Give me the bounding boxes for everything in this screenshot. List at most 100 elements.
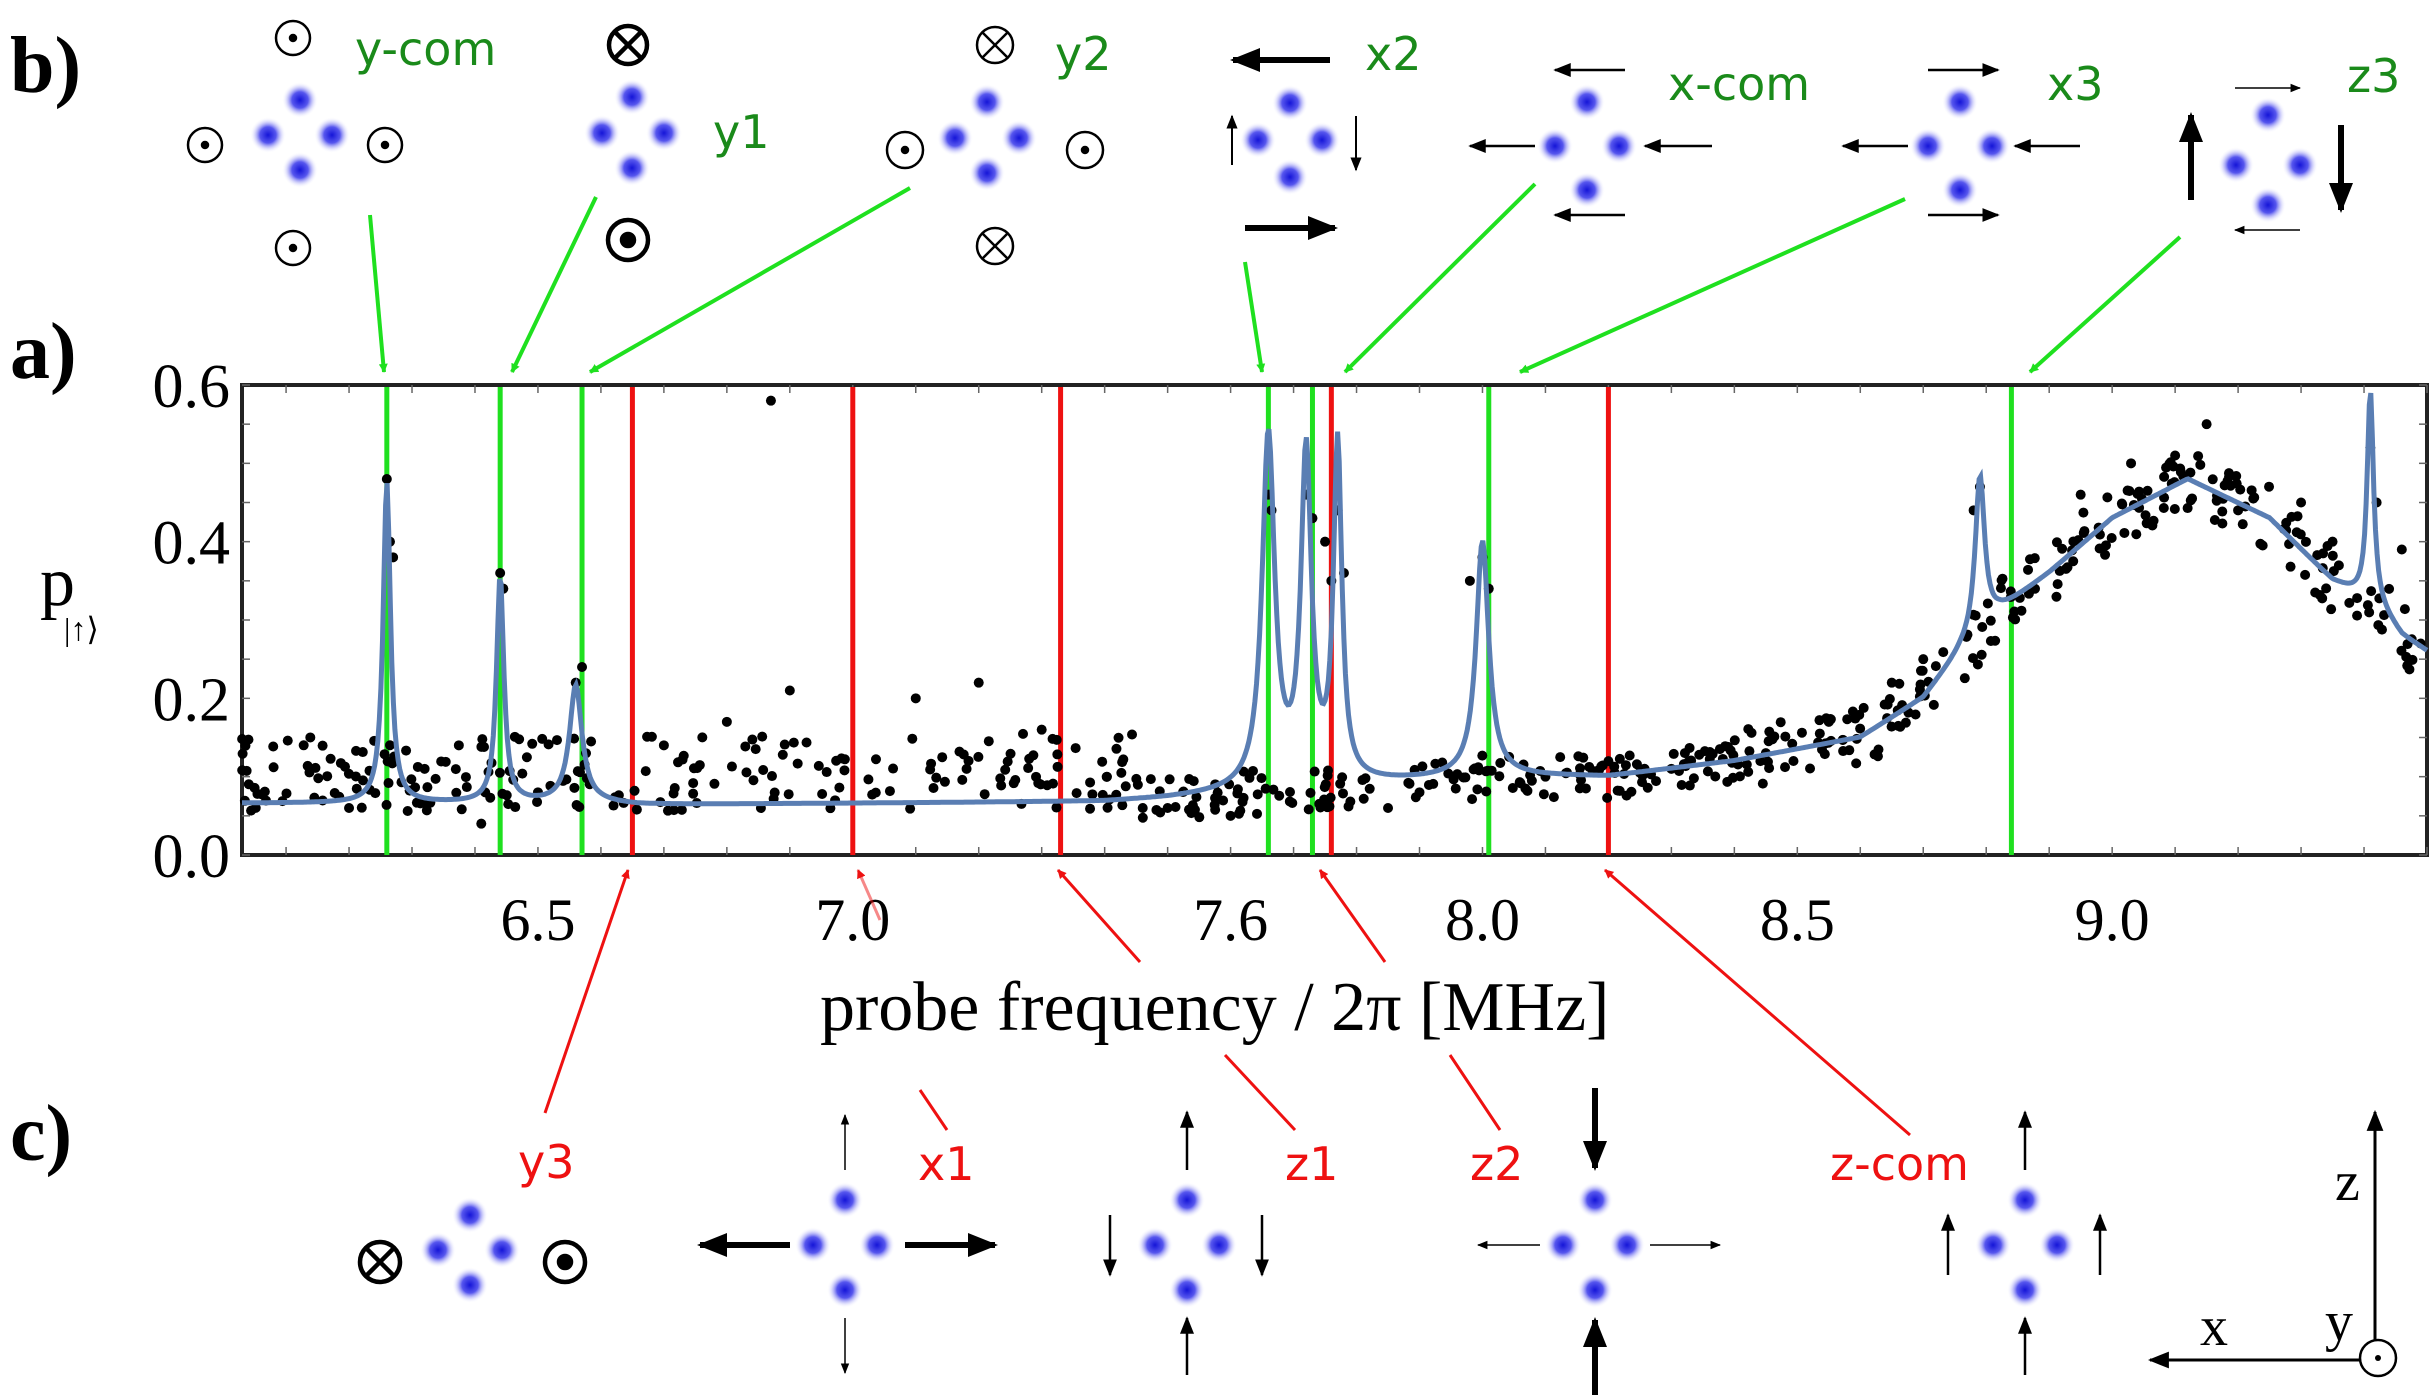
data-point bbox=[543, 739, 554, 750]
data-point bbox=[2396, 645, 2407, 656]
data-point bbox=[381, 474, 392, 484]
data-point bbox=[343, 768, 354, 779]
data-point bbox=[2207, 474, 2218, 485]
data-point bbox=[834, 782, 845, 793]
data-point bbox=[2362, 600, 2373, 611]
data-point bbox=[1036, 724, 1047, 735]
data-point bbox=[1967, 653, 1978, 664]
data-point bbox=[1522, 785, 1533, 796]
data-point bbox=[1886, 677, 1897, 688]
data-point bbox=[2249, 492, 2260, 503]
data-point bbox=[1494, 771, 1505, 782]
data-point bbox=[422, 782, 433, 793]
pointer-x-com bbox=[1343, 182, 1537, 374]
red-pointers bbox=[543, 868, 1911, 1137]
data-point bbox=[577, 662, 588, 672]
data-point bbox=[1137, 812, 1148, 823]
data-point bbox=[1477, 750, 1488, 761]
mode-label-y1: y1 bbox=[713, 105, 770, 159]
data-point bbox=[1743, 766, 1754, 777]
displacement-arrows bbox=[1476, 1088, 1722, 1395]
data-point bbox=[1186, 808, 1197, 819]
data-point bbox=[1985, 615, 1996, 626]
mode-label-y2: y2 bbox=[1055, 27, 1112, 81]
data-point bbox=[2224, 471, 2235, 482]
data-point bbox=[561, 774, 572, 785]
data-point bbox=[1364, 783, 1375, 794]
data-point bbox=[322, 771, 333, 782]
data-point bbox=[2119, 527, 2130, 538]
data-point bbox=[1995, 583, 2006, 594]
data-point bbox=[1322, 770, 1333, 781]
data-point bbox=[631, 804, 642, 815]
data-point bbox=[839, 754, 850, 765]
data-point bbox=[385, 740, 396, 751]
ion-crystal bbox=[1137, 1182, 1237, 1308]
minor-ticks bbox=[242, 384, 2428, 856]
data-point bbox=[1507, 783, 1518, 794]
displacement-arrows bbox=[1468, 63, 1712, 222]
ion-crystal bbox=[1910, 84, 2010, 208]
data-point bbox=[1052, 749, 1063, 760]
data-point bbox=[406, 774, 417, 785]
pointer-x3 bbox=[1519, 197, 1906, 374]
data-point bbox=[1578, 752, 1589, 763]
data-point bbox=[551, 735, 562, 746]
data-point bbox=[1819, 749, 1830, 760]
data-point bbox=[2321, 583, 2332, 594]
data-point bbox=[1764, 763, 1775, 774]
data-point bbox=[1805, 763, 1816, 774]
data-point bbox=[1319, 794, 1330, 805]
data-point bbox=[420, 798, 431, 809]
data-point bbox=[1127, 729, 1138, 740]
data-point bbox=[1538, 789, 1549, 800]
pointer-z3 bbox=[2028, 235, 2182, 374]
data-point bbox=[412, 761, 423, 772]
data-point bbox=[1403, 777, 1414, 788]
data-point bbox=[1357, 775, 1368, 786]
out-of-plane-dot-icon bbox=[186, 19, 404, 267]
data-point bbox=[931, 772, 942, 783]
data-point bbox=[1164, 774, 1175, 785]
mode-diagram-x3: x3 bbox=[1841, 57, 2104, 222]
axis-glyph-y: y bbox=[2325, 1291, 2353, 1353]
data-point bbox=[237, 748, 248, 759]
data-point bbox=[430, 773, 441, 784]
data-point bbox=[1460, 772, 1471, 783]
data-point bbox=[1417, 761, 1428, 772]
data-point bbox=[1624, 750, 1635, 761]
data-point bbox=[2352, 610, 2363, 621]
data-point bbox=[1170, 802, 1181, 813]
data-point bbox=[2182, 503, 2193, 514]
data-point bbox=[1915, 665, 1926, 676]
data-point bbox=[527, 738, 538, 749]
data-point bbox=[2217, 506, 2228, 517]
data-point bbox=[1443, 768, 1454, 779]
data-point bbox=[779, 739, 790, 750]
data-point bbox=[676, 804, 687, 815]
data-point bbox=[1428, 778, 1439, 789]
data-point bbox=[1335, 778, 1346, 789]
data-point bbox=[1005, 748, 1016, 759]
data-point bbox=[1580, 783, 1591, 794]
pointer-y-com bbox=[368, 214, 388, 373]
data-point bbox=[1842, 714, 1853, 725]
data-point bbox=[1260, 783, 1271, 794]
pointer-y2 bbox=[589, 186, 911, 374]
data-point bbox=[281, 788, 292, 799]
data-point bbox=[1358, 793, 1369, 804]
data-point bbox=[1555, 752, 1566, 763]
data-point bbox=[1621, 790, 1632, 801]
data-point bbox=[2169, 504, 2180, 515]
data-point bbox=[1464, 575, 1475, 586]
data-point bbox=[2079, 526, 2090, 537]
mode-label-x1: x1 bbox=[918, 1137, 975, 1191]
out-of-plane-dot-icon bbox=[885, 130, 1105, 170]
data-point bbox=[1679, 748, 1690, 759]
data-point bbox=[1137, 802, 1148, 813]
data-point bbox=[461, 782, 472, 793]
mode-diagram-z1: z1 bbox=[1103, 1110, 1338, 1375]
data-point bbox=[1676, 780, 1687, 791]
data-point bbox=[1085, 777, 1096, 788]
